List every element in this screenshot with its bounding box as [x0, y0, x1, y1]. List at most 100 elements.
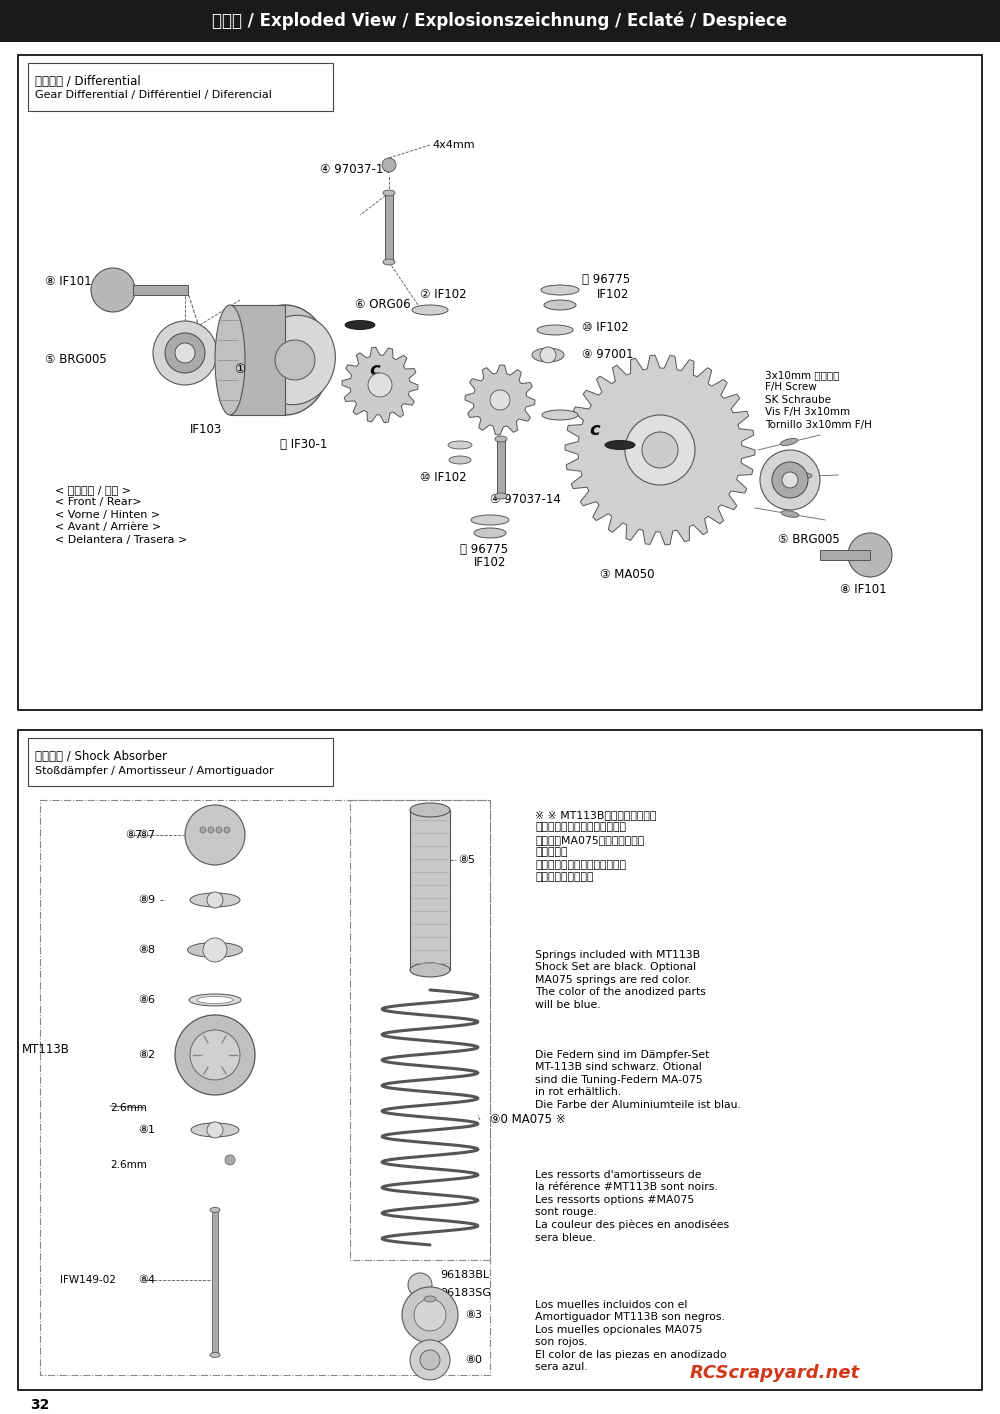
Text: ⑧6: ⑧6 [138, 995, 155, 1005]
Text: ⑧1: ⑧1 [138, 1126, 155, 1135]
Ellipse shape [532, 348, 564, 362]
Ellipse shape [188, 943, 242, 957]
Ellipse shape [189, 994, 241, 1005]
Ellipse shape [605, 441, 635, 450]
Text: ⑤ BRG005: ⑤ BRG005 [778, 533, 840, 546]
Circle shape [153, 321, 217, 385]
Ellipse shape [544, 300, 576, 310]
Text: ⑮ IF30-1: ⑮ IF30-1 [280, 438, 327, 451]
Circle shape [368, 373, 392, 397]
Circle shape [185, 805, 245, 865]
Ellipse shape [471, 515, 509, 525]
Ellipse shape [383, 189, 395, 197]
Ellipse shape [191, 1123, 239, 1137]
Bar [385, 195, 393, 260]
Ellipse shape [495, 436, 507, 443]
Text: RCScrapyard.net: RCScrapyard.net [690, 1365, 860, 1381]
Text: ⑧4: ⑧4 [138, 1275, 155, 1285]
Text: ⑧ IF101: ⑧ IF101 [45, 276, 92, 288]
Text: IF103: IF103 [190, 423, 222, 437]
Ellipse shape [410, 803, 450, 817]
Bar [133, 286, 188, 296]
Ellipse shape [448, 441, 472, 450]
Text: Springs included with MT113B
Shock Set are black. Optional
MA075 springs are red: Springs included with MT113B Shock Set a… [535, 950, 706, 1010]
Text: ④ 97037-14: ④ 97037-14 [490, 493, 561, 506]
Circle shape [848, 533, 892, 577]
Circle shape [207, 892, 223, 908]
Text: ⑧3: ⑧3 [465, 1309, 482, 1319]
Circle shape [225, 1155, 235, 1165]
Text: 4x4mm: 4x4mm [432, 140, 475, 150]
Text: ⑥ ORG06: ⑥ ORG06 [638, 434, 694, 447]
Ellipse shape [255, 315, 335, 404]
Bar [18, 55, 982, 710]
Text: IF102: IF102 [474, 557, 506, 570]
Text: ⑧2: ⑧2 [138, 1051, 155, 1060]
Circle shape [402, 1287, 458, 1343]
Text: ⑨ 97001: ⑨ 97001 [582, 348, 634, 362]
Bar [820, 550, 870, 560]
Bar [28, 64, 333, 110]
Circle shape [625, 414, 695, 485]
Circle shape [200, 827, 206, 833]
Ellipse shape [412, 305, 448, 315]
Text: IF102: IF102 [597, 288, 629, 301]
Circle shape [224, 827, 230, 833]
Circle shape [190, 1029, 240, 1080]
Bar [212, 1210, 218, 1355]
Circle shape [208, 827, 214, 833]
Circle shape [772, 462, 808, 498]
Ellipse shape [794, 472, 812, 479]
Ellipse shape [780, 438, 798, 445]
Circle shape [782, 472, 798, 488]
Ellipse shape [240, 305, 330, 414]
Circle shape [410, 1340, 450, 1380]
Circle shape [216, 827, 222, 833]
Text: ⑧9: ⑧9 [138, 895, 155, 905]
Text: 96183SG: 96183SG [440, 1288, 491, 1298]
Text: 96183BL: 96183BL [440, 1270, 489, 1280]
Circle shape [203, 937, 227, 962]
Text: Stoßdämpfer / Amortisseur / Amortiguador: Stoßdämpfer / Amortisseur / Amortiguador [35, 766, 274, 776]
Bar [0, 0, 1000, 42]
Text: 分解図 / Exploded View / Explosionszeichnung / Eclaté / Despiece: 分解図 / Exploded View / Explosionszeichnun… [212, 11, 788, 30]
Text: c: c [590, 421, 600, 438]
Bar [497, 440, 505, 495]
Polygon shape [465, 365, 535, 436]
Text: ⑩ IF102: ⑩ IF102 [582, 321, 629, 335]
Bar [28, 738, 333, 786]
Polygon shape [342, 348, 418, 423]
Text: ⑧5: ⑧5 [458, 855, 475, 865]
Text: ⑥ ORG06: ⑥ ORG06 [355, 298, 411, 311]
Ellipse shape [215, 305, 245, 414]
Ellipse shape [190, 894, 240, 906]
Circle shape [420, 1350, 440, 1370]
Circle shape [408, 1273, 432, 1297]
Text: 32: 32 [30, 1398, 49, 1413]
Text: Gear Differential / Différentiel / Diferencial: Gear Differential / Différentiel / Difer… [35, 90, 272, 100]
Text: ② IF102: ② IF102 [582, 409, 629, 421]
Circle shape [382, 158, 396, 173]
Ellipse shape [781, 510, 799, 518]
Text: ⑨0 MA075 ※: ⑨0 MA075 ※ [490, 1113, 566, 1127]
Text: MT113B: MT113B [22, 1044, 70, 1056]
Text: c: c [370, 361, 380, 379]
Text: ⑩ IF102: ⑩ IF102 [420, 471, 467, 485]
Bar [18, 730, 982, 1390]
Ellipse shape [197, 997, 233, 1004]
Text: デフギヤ / Differential: デフギヤ / Differential [35, 75, 141, 88]
Ellipse shape [474, 527, 506, 537]
Circle shape [175, 1015, 255, 1094]
Circle shape [91, 269, 135, 312]
Ellipse shape [537, 325, 573, 335]
Text: 2.6mm: 2.6mm [110, 1159, 147, 1169]
Ellipse shape [410, 963, 450, 977]
Circle shape [540, 346, 556, 363]
Bar [410, 810, 450, 970]
Ellipse shape [210, 1208, 220, 1212]
Polygon shape [565, 355, 755, 544]
Text: ⑧ IF101: ⑧ IF101 [840, 584, 887, 597]
Ellipse shape [449, 455, 471, 464]
Text: ⑪ 96775: ⑪ 96775 [460, 543, 508, 557]
Text: Die Federn sind im Dämpfer-Set
MT-113B sind schwarz. Otional
sind die Tuning-Fed: Die Federn sind im Dämpfer-Set MT-113B s… [535, 1051, 741, 1110]
